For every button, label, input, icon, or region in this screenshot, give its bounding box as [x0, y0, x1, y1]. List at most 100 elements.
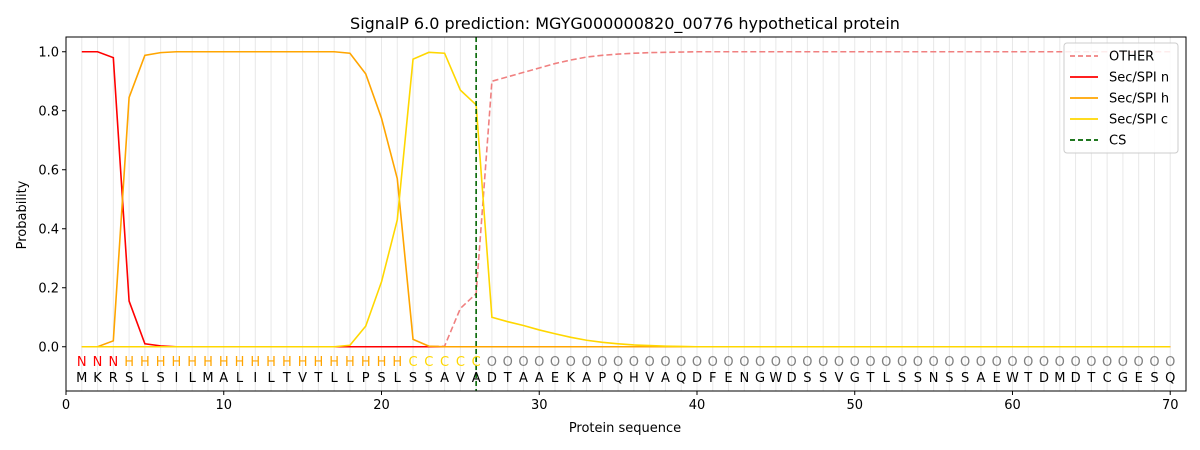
residue-label-35: Q [613, 371, 623, 386]
region-label-55: O [928, 355, 938, 370]
region-label-24: C [440, 355, 449, 370]
region-label-65: O [1086, 355, 1096, 370]
region-label-50: O [850, 355, 860, 370]
region-label-43: O [739, 355, 749, 370]
region-label-18: H [345, 355, 355, 370]
chart-title: SignalP 6.0 prediction: MGYG000000820_00… [350, 14, 900, 34]
region-label-44: O [755, 355, 765, 370]
residue-label-57: S [961, 371, 969, 386]
residue-label-2: K [93, 371, 102, 386]
residue-label-52: L [883, 371, 891, 386]
residue-label-3: R [109, 371, 118, 386]
residue-label-39: Q [676, 371, 686, 386]
region-label-8: H [187, 355, 197, 370]
x-tick-label-0: 0 [62, 398, 70, 413]
region-label-66: O [1102, 355, 1112, 370]
legend-label-cs: CS [1109, 134, 1126, 149]
region-label-34: O [597, 355, 607, 370]
y-tick-label-3: 0.6 [38, 163, 59, 178]
residue-label-43: N [739, 371, 749, 386]
plot-frame [65, 36, 1187, 392]
y-tick-label-0: 0.0 [38, 340, 59, 355]
residue-label-64: D [1071, 371, 1081, 386]
region-label-60: O [1007, 355, 1017, 370]
region-label-59: O [992, 355, 1002, 370]
residue-label-65: T [1086, 371, 1095, 386]
residue-label-8: L [189, 371, 197, 386]
residue-label-26: A [472, 371, 481, 386]
region-label-28: O [503, 355, 513, 370]
residue-label-16: T [313, 371, 322, 386]
region-label-48: O [818, 355, 828, 370]
region-label-49: O [834, 355, 844, 370]
y-tick-label-1: 0.2 [38, 281, 59, 296]
region-label-19: H [361, 355, 371, 370]
residue-label-32: K [567, 371, 576, 386]
x-tick-label-70: 70 [1162, 398, 1179, 413]
residue-label-69: S [1150, 371, 1158, 386]
residue-label-5: L [141, 371, 149, 386]
region-label-47: O [802, 355, 812, 370]
region-label-14: H [282, 355, 292, 370]
residue-label-66: C [1103, 371, 1112, 386]
region-label-26: C [472, 355, 481, 370]
x-tick-label-10: 10 [215, 398, 232, 413]
region-label-37: O [645, 355, 655, 370]
residue-label-25: V [456, 371, 465, 386]
residue-label-11: L [236, 371, 244, 386]
region-label-68: O [1134, 355, 1144, 370]
residue-label-28: T [503, 371, 512, 386]
residue-label-49: V [835, 371, 844, 386]
region-label-4: H [124, 355, 134, 370]
y-tick-label-2: 0.4 [38, 222, 59, 237]
residue-label-70: Q [1165, 371, 1175, 386]
region-label-21: H [392, 355, 402, 370]
region-label-56: O [944, 355, 954, 370]
region-label-20: H [377, 355, 387, 370]
residue-label-34: P [598, 371, 606, 386]
residue-label-12: I [253, 371, 257, 386]
region-label-63: O [1055, 355, 1065, 370]
region-label-15: H [298, 355, 308, 370]
region-label-6: H [156, 355, 166, 370]
residue-label-19: P [362, 371, 370, 386]
region-label-54: O [913, 355, 923, 370]
residue-label-38: A [661, 371, 670, 386]
residue-label-50: G [850, 371, 860, 386]
residue-label-67: G [1118, 371, 1128, 386]
region-label-41: O [708, 355, 718, 370]
region-label-53: O [897, 355, 907, 370]
region-label-29: O [518, 355, 528, 370]
residue-label-46: D [787, 371, 797, 386]
residue-label-33: A [582, 371, 591, 386]
x-axis-label: Protein sequence [569, 421, 681, 436]
region-label-23: C [424, 355, 433, 370]
region-label-51: O [865, 355, 875, 370]
region-label-67: O [1118, 355, 1128, 370]
residue-label-15: V [298, 371, 307, 386]
region-label-12: H [250, 355, 260, 370]
residue-label-14: T [282, 371, 291, 386]
residue-label-45: W [769, 371, 782, 386]
residue-label-22: S [409, 371, 417, 386]
region-label-10: H [219, 355, 229, 370]
x-tick-label-40: 40 [689, 398, 706, 413]
region-label-11: H [235, 355, 245, 370]
region-label-69: O [1149, 355, 1159, 370]
region-label-46: O [787, 355, 797, 370]
region-label-3: N [108, 355, 118, 370]
legend-box [1063, 42, 1179, 154]
residue-label-18: L [346, 371, 354, 386]
residue-label-48: S [819, 371, 827, 386]
residue-label-58: A [976, 371, 985, 386]
region-label-52: O [881, 355, 891, 370]
x-tick-label-30: 30 [531, 398, 548, 413]
legend-label-sec-spi-h: Sec/SPI h [1109, 92, 1169, 107]
residue-label-1: M [76, 371, 87, 386]
residue-label-44: G [755, 371, 765, 386]
series-line-sec-spi-n [81, 50, 1171, 348]
series-line-sec-spi-c [81, 51, 1171, 348]
region-label-62: O [1039, 355, 1049, 370]
residue-label-68: E [1135, 371, 1143, 386]
region-label-32: O [566, 355, 576, 370]
